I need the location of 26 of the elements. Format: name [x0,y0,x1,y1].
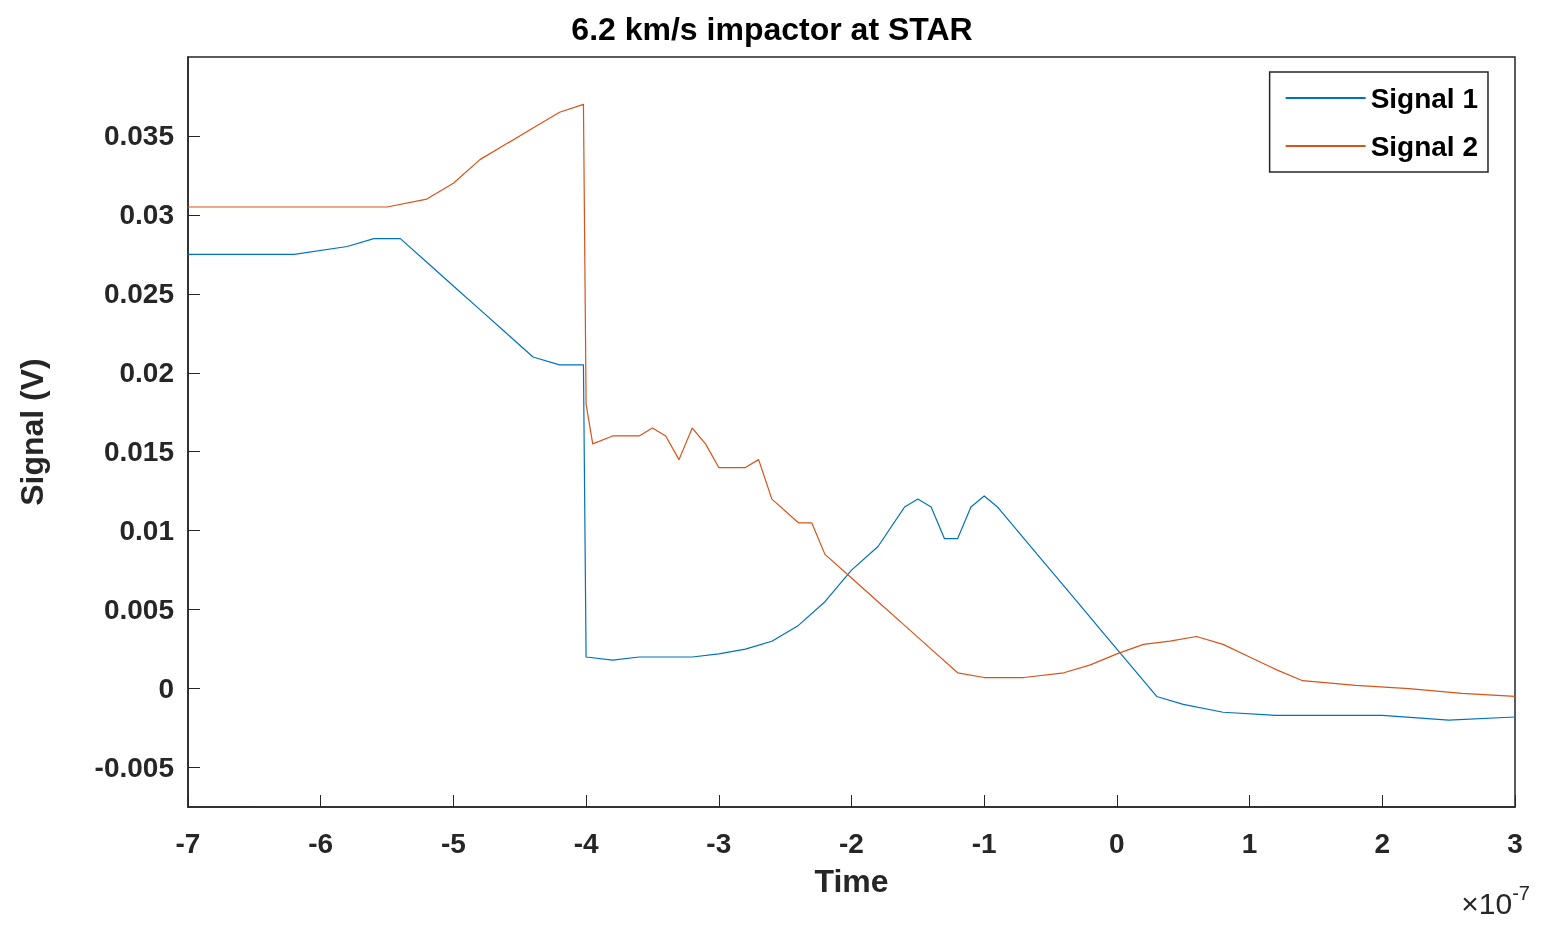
x-tick-label: -4 [573,827,599,859]
x-tick-label: -1 [971,827,997,859]
y-tick-label: 0.035 [103,120,174,152]
x-tick-label: 0 [1109,827,1125,859]
y-tick-label: -0.005 [94,752,174,784]
y-tick-label: 0.025 [103,278,174,310]
y-tick-label: 0.01 [119,515,174,547]
x-tick-label: 1 [1241,827,1258,859]
x-tick-label: -6 [308,827,334,859]
line-series [187,237,1516,721]
y-tick-label: 0 [158,673,174,705]
x-tick-label: 3 [1507,827,1523,859]
x-axis-title: Time [814,863,889,899]
y-axis-title: Signal (V) [14,358,50,506]
y-tick-label: 0.03 [119,199,174,231]
y-tick-label: 0.005 [103,594,174,626]
x-tick-label: -5 [440,827,466,859]
x-tick-label: -7 [175,827,201,859]
y-tick-label: 0.015 [103,436,174,468]
x-tick-label: 2 [1374,827,1391,859]
legend-label: Signal 1 [1370,82,1479,114]
legend-label: Signal 2 [1370,130,1479,162]
x-tick-label: -3 [706,827,732,859]
chart-title: 6.2 km/s impactor at STAR [571,11,973,47]
x-tick-label: -2 [839,827,864,859]
y-tick-label: 0.02 [119,357,174,389]
